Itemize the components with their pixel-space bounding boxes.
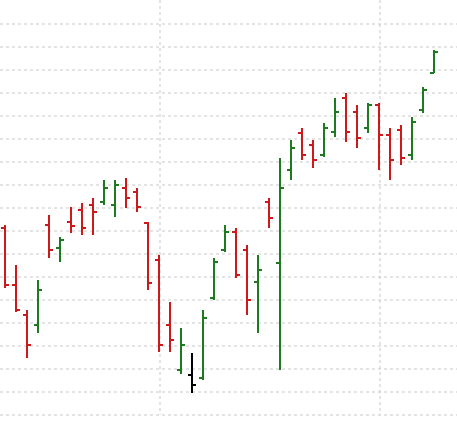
page: (() => { const data = JSON.parse(documen…	[0, 0, 457, 416]
chart	[0, 0, 457, 416]
